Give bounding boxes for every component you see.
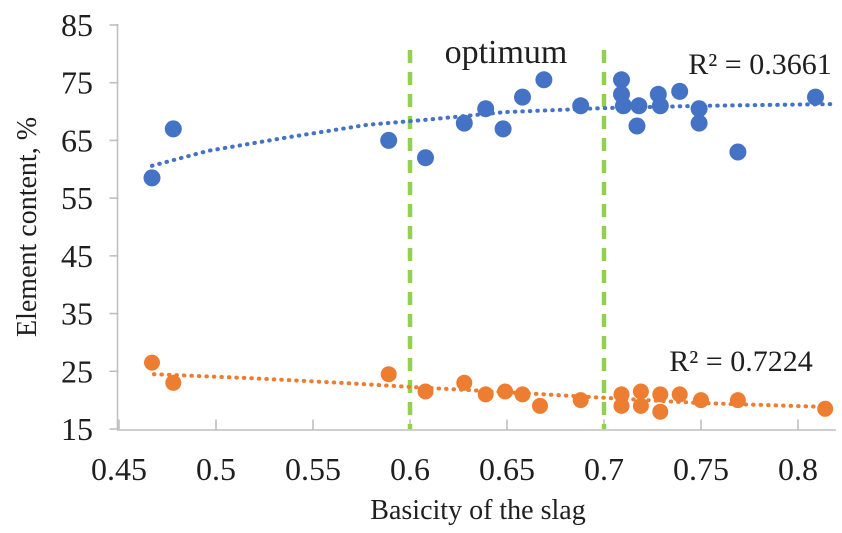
y-tick-label: 15	[61, 411, 93, 447]
lower-element-point	[693, 392, 709, 409]
upper-element-point	[143, 169, 161, 187]
x-tick-label: 0.65	[479, 451, 535, 487]
lower-element-trendline	[151, 372, 833, 410]
y-tick-label: 35	[61, 296, 93, 332]
upper-element-point	[651, 97, 669, 115]
x-tick-label: 0.75	[673, 451, 729, 487]
upper-element-point	[380, 131, 398, 149]
x-axis-title: Basicity of the slag	[370, 495, 585, 526]
upper-element-point	[671, 82, 689, 100]
upper-element-point	[807, 88, 824, 106]
optimum-range-lines	[407, 50, 607, 429]
lower-element-point	[671, 386, 688, 403]
upper-element-point	[630, 97, 648, 115]
lower-element-point	[456, 374, 473, 391]
trendlines	[150, 102, 835, 410]
lower-element-point	[613, 386, 630, 403]
lower-element-point	[817, 400, 834, 417]
lower-element-point	[532, 397, 548, 414]
x-tick-label: 0.7	[584, 451, 624, 487]
lower-element-point	[380, 366, 397, 383]
data-points	[143, 71, 834, 420]
blue-r2-label: R² = 0.3661	[688, 48, 831, 81]
upper-element-point	[690, 100, 708, 118]
optimum-label: optimum	[445, 34, 568, 71]
lower-element-point	[165, 374, 182, 391]
y-tick-label: 85	[61, 7, 93, 43]
lower-element-point	[572, 392, 589, 409]
lower-element-point	[417, 383, 434, 400]
lower-element-point	[729, 392, 746, 409]
upper-element-point	[729, 143, 747, 161]
upper-element-point	[455, 114, 473, 132]
y-tick-label: 45	[61, 238, 93, 274]
lower-element-point	[652, 403, 669, 420]
y-tick-label: 25	[61, 353, 93, 389]
x-tick-label: 0.55	[285, 451, 341, 487]
orange-r2-label: R² = 0.7224	[669, 345, 812, 378]
upper-element-point	[690, 114, 708, 132]
lower-element-point	[144, 354, 160, 371]
y-tick-label: 75	[61, 65, 93, 101]
y-axis-title: Element content, %	[12, 117, 43, 337]
x-tick-label: 0.45	[91, 451, 147, 487]
lower-element-point	[632, 383, 649, 400]
lower-element-point	[514, 386, 531, 403]
x-tick-label: 0.8	[778, 451, 818, 487]
lower-element-point	[652, 386, 669, 403]
upper-element-point	[417, 149, 434, 167]
upper-element-point	[572, 97, 590, 115]
x-tick-label: 0.6	[390, 451, 430, 487]
lower-element-point	[497, 383, 514, 400]
x-tick-label: 0.5	[196, 451, 236, 487]
upper-element-point	[628, 117, 646, 135]
lower-element-point	[477, 386, 494, 403]
lower-element-point	[613, 397, 630, 414]
lower-element-point	[632, 397, 649, 414]
upper-element-point	[614, 97, 632, 115]
y-tick-label: 55	[61, 180, 93, 216]
y-tick-label: 65	[61, 122, 93, 158]
upper-element-point	[494, 120, 512, 138]
upper-element-point	[535, 71, 553, 89]
upper-element-point	[164, 120, 182, 138]
upper-element-point	[477, 100, 495, 118]
upper-element-point	[613, 71, 630, 89]
axes: 15 25 35 45 55 65 75 85 0.45 0.5 0.55 0.6 0.65 0.7 0.7…	[61, 7, 836, 487]
upper-element-point	[514, 88, 531, 106]
